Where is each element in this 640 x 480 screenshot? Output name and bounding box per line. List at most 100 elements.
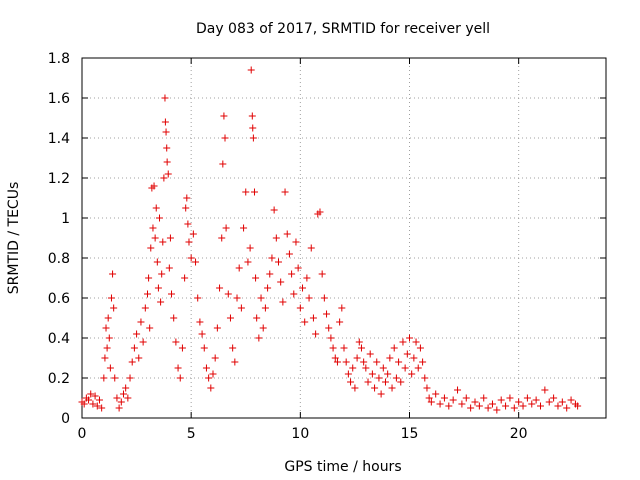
data-point (497, 396, 505, 404)
data-point (325, 324, 333, 332)
data-point (296, 304, 304, 312)
data-point (194, 294, 202, 302)
data-point (488, 400, 496, 408)
data-point (168, 290, 176, 298)
data-point (275, 258, 282, 266)
data-point (187, 254, 195, 262)
data-point (266, 270, 274, 278)
data-point (91, 392, 99, 400)
data-point (567, 396, 575, 404)
data-point (285, 250, 293, 258)
data-point (360, 358, 368, 366)
data-point (205, 374, 213, 382)
data-point (185, 238, 193, 246)
data-point (259, 324, 267, 332)
y-tick-label: 0.6 (48, 291, 70, 307)
data-point (281, 188, 289, 196)
data-point (181, 274, 189, 282)
x-tick-label: 5 (187, 426, 196, 442)
data-point (133, 330, 141, 338)
y-axis-label: SRMTID / TECUs (6, 182, 22, 295)
data-point (390, 344, 398, 352)
data-point (80, 400, 88, 408)
data-point (462, 394, 470, 402)
data-point (113, 394, 121, 402)
data-point (458, 400, 466, 408)
data-point (252, 274, 260, 282)
data-point (545, 398, 553, 406)
data-point (277, 278, 285, 286)
data-point (100, 374, 108, 382)
data-point (221, 134, 229, 142)
data-point (106, 364, 114, 372)
data-point (574, 402, 582, 410)
data-point (253, 314, 261, 322)
data-point (161, 118, 169, 126)
data-point (329, 344, 337, 352)
data-point (242, 188, 250, 196)
data-point (338, 304, 346, 312)
data-point (305, 294, 313, 302)
x-axis-label: GPS time / hours (284, 459, 401, 475)
data-point (528, 400, 536, 408)
data-point (220, 112, 228, 120)
data-point (436, 400, 444, 408)
data-point (95, 396, 103, 404)
data-point (226, 314, 234, 322)
data-point (299, 284, 307, 292)
data-point (128, 358, 136, 366)
data-point (165, 264, 173, 272)
data-point (235, 264, 243, 272)
data-point (423, 384, 431, 392)
data-point (421, 374, 429, 382)
data-point (213, 324, 221, 332)
data-point (261, 304, 269, 312)
data-point (147, 244, 155, 252)
data-point (519, 402, 527, 410)
data-point (410, 354, 418, 362)
data-point (154, 284, 162, 292)
data-point (510, 404, 518, 412)
data-point (364, 378, 372, 386)
data-point (427, 398, 435, 406)
data-point (309, 314, 317, 322)
y-tick-label: 1.8 (48, 51, 70, 67)
data-point (368, 370, 376, 378)
data-point (109, 270, 117, 278)
x-tick-label: 0 (78, 426, 87, 442)
data-point (416, 344, 424, 352)
data-point (249, 134, 257, 142)
data-point (288, 270, 296, 278)
data-point (229, 344, 237, 352)
data-point (283, 230, 291, 238)
data-point (353, 354, 361, 362)
x-tick-label: 20 (510, 426, 528, 442)
data-point (502, 402, 510, 410)
data-point (480, 394, 488, 402)
data-point (141, 304, 149, 312)
data-point (362, 364, 370, 372)
data-point (200, 344, 208, 352)
data-point (279, 298, 287, 306)
data-point (104, 314, 112, 322)
data-point (89, 400, 97, 408)
data-point (158, 270, 166, 278)
data-point (412, 338, 420, 346)
data-point (202, 364, 210, 372)
y-tick-label: 1 (61, 211, 70, 227)
data-point (160, 174, 168, 182)
data-point (102, 324, 110, 332)
y-tick-label: 0.4 (48, 331, 70, 347)
data-point (257, 294, 265, 302)
data-point (246, 244, 254, 252)
data-point (146, 324, 154, 332)
y-tick-label: 0.8 (48, 251, 70, 267)
data-point (340, 344, 348, 352)
data-point (209, 370, 217, 378)
chart-title: Day 083 of 2017, SRMTID for receiver yel… (196, 21, 490, 37)
data-point (172, 338, 180, 346)
data-point (126, 374, 134, 382)
data-point (110, 304, 118, 312)
data-point (375, 374, 383, 382)
